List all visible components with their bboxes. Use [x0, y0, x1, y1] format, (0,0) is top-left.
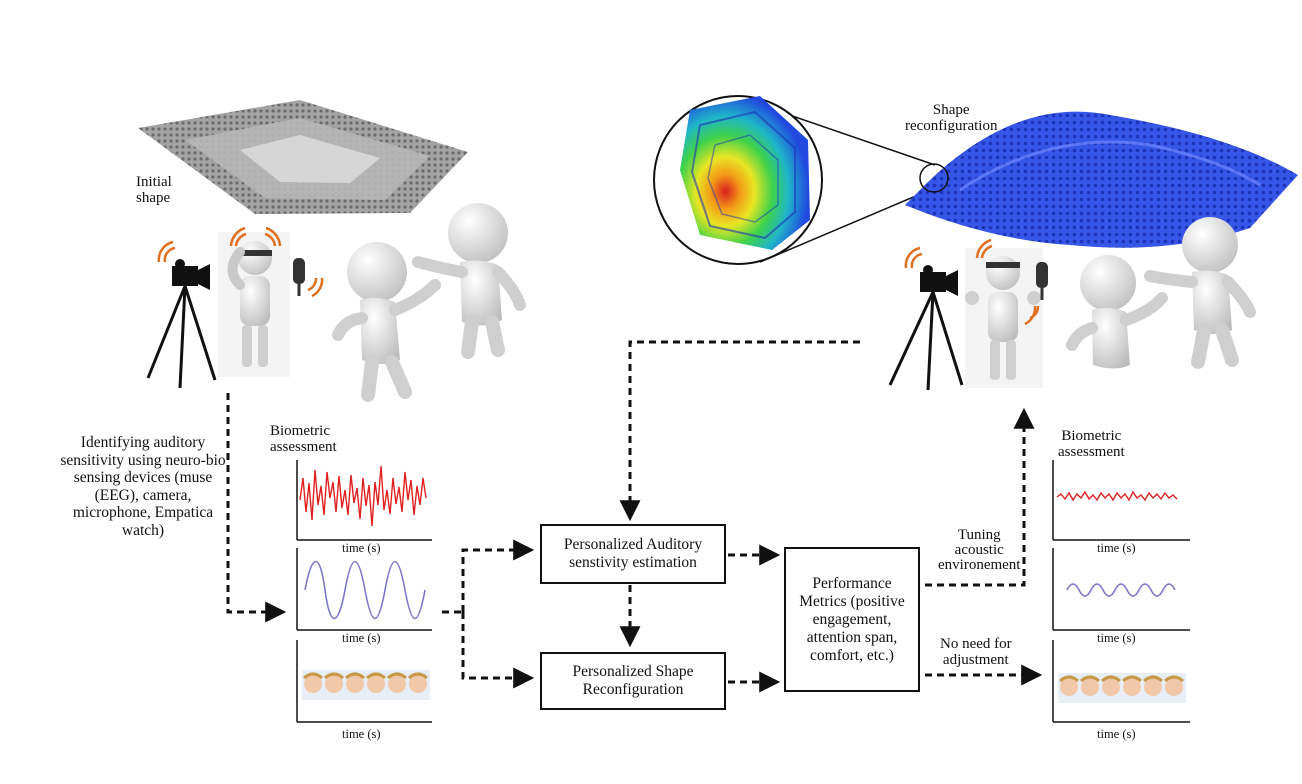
sensing-description: Identifying auditory sensitivity using n…	[60, 434, 226, 539]
right-xlabel-2: time (s)	[1097, 631, 1136, 645]
left-xlabel-3: time (s)	[342, 727, 381, 741]
arrow-to-auditory-box	[461, 539, 535, 612]
fea-zoom-circle	[653, 95, 936, 265]
eeg-signal-left	[299, 465, 427, 527]
reconfigured-dome-mesh	[905, 111, 1298, 248]
shape-reconfiguration-box: Personalized Shape Reconfiguration	[540, 652, 726, 710]
thumbs-up-person-right-figure	[965, 238, 1048, 388]
tuning-label: Tuning acoustic environement	[938, 527, 1021, 573]
initial-shape-mesh	[138, 100, 468, 214]
sine-signal-left	[304, 560, 426, 620]
camera-tripod-right-icon	[888, 246, 964, 391]
sine-signal-right	[1066, 583, 1176, 597]
white-figures-right	[1066, 217, 1256, 369]
face-strip-left	[302, 670, 430, 700]
auditory-estimation-box: Personalized Auditory senstivity estimat…	[540, 524, 726, 584]
left-biometric-title: Biometric assessment	[270, 423, 337, 455]
right-biometric-title: Biometric assessment	[1058, 428, 1125, 460]
right-xlabel-3: time (s)	[1097, 727, 1136, 741]
right-signal-panels	[1052, 460, 1190, 723]
face-strip-right	[1058, 673, 1186, 703]
white-figures-left	[332, 203, 526, 402]
arrow-tuning-up	[925, 407, 1035, 587]
eeg-signal-right	[1056, 490, 1178, 502]
arrow-feedback-to-auditory	[619, 340, 860, 522]
left-xlabel-1: time (s)	[342, 541, 381, 555]
flow-arrows	[226, 340, 1043, 693]
left-xlabel-2: time (s)	[342, 631, 381, 645]
performance-metrics-box: Performance Metrics (positive engagement…	[784, 547, 920, 692]
eeg-person-left-figure	[218, 226, 324, 377]
arrow-to-shape-box	[461, 612, 535, 689]
left-signal-panels	[296, 460, 432, 723]
right-xlabel-1: time (s)	[1097, 541, 1136, 555]
shape-reconfiguration-label: Shape reconfiguration	[905, 102, 998, 134]
initial-shape-label: Initial shape	[136, 174, 172, 206]
no-need-label: No need for adjustment	[940, 636, 1012, 668]
arrow-sensing-to-signals	[226, 393, 287, 623]
camera-tripod-left-icon	[146, 240, 217, 389]
